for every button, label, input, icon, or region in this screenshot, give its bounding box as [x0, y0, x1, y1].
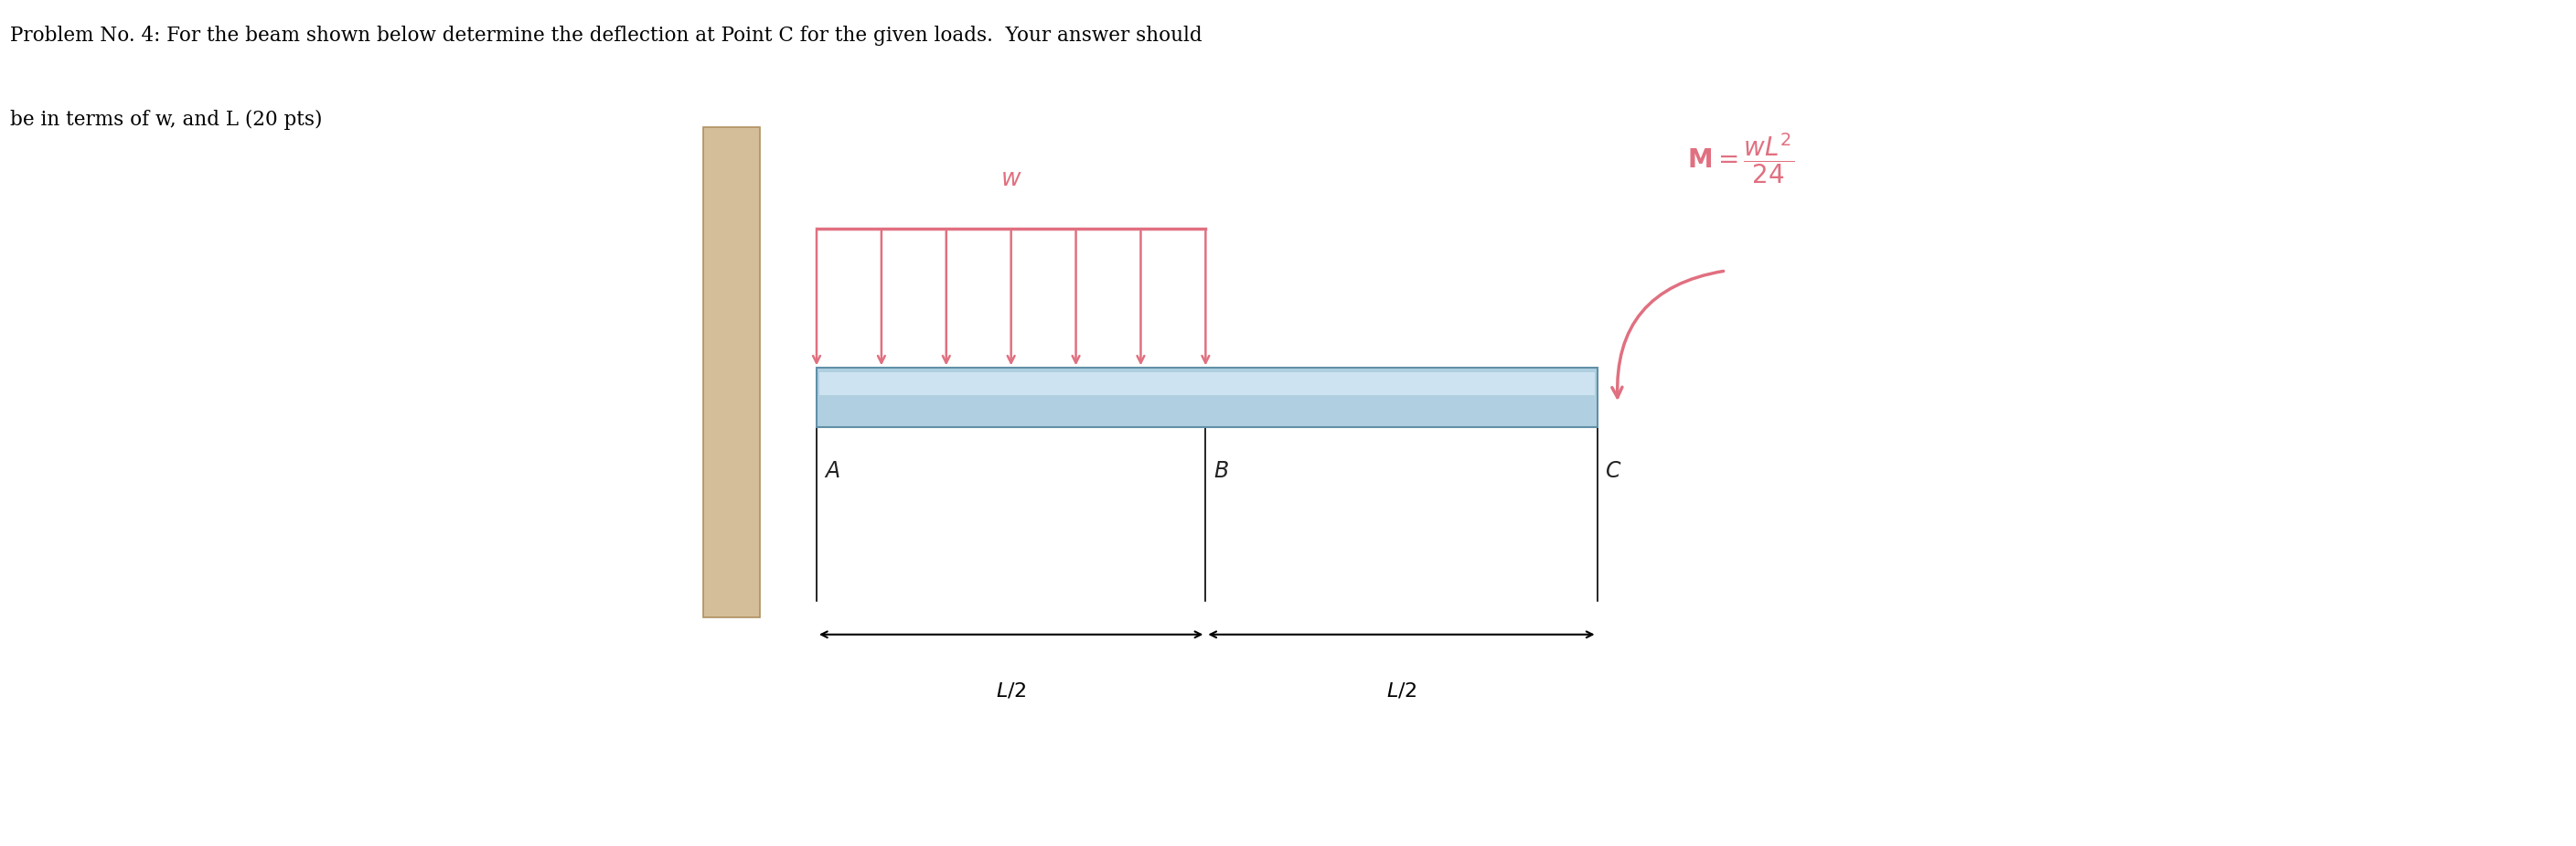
Text: $A$: $A$ [824, 461, 840, 482]
Text: $\mathbf{M} = \dfrac{wL^2}{24}$: $\mathbf{M} = \dfrac{wL^2}{24}$ [1687, 132, 1795, 186]
Bar [703, 127, 760, 618]
Text: $B$: $B$ [1213, 461, 1229, 482]
Text: $w$: $w$ [999, 168, 1023, 190]
Text: $C$: $C$ [1605, 461, 1623, 482]
Bar [819, 372, 1595, 394]
Text: $L/2$: $L/2$ [1386, 681, 1417, 701]
Bar [817, 368, 1597, 427]
Text: Problem No. 4: For the beam shown below determine the deflection at Point C for : Problem No. 4: For the beam shown below … [10, 25, 1203, 46]
Text: $L/2$: $L/2$ [997, 681, 1025, 701]
Text: be in terms of w, and L (20 pts): be in terms of w, and L (20 pts) [10, 110, 322, 130]
